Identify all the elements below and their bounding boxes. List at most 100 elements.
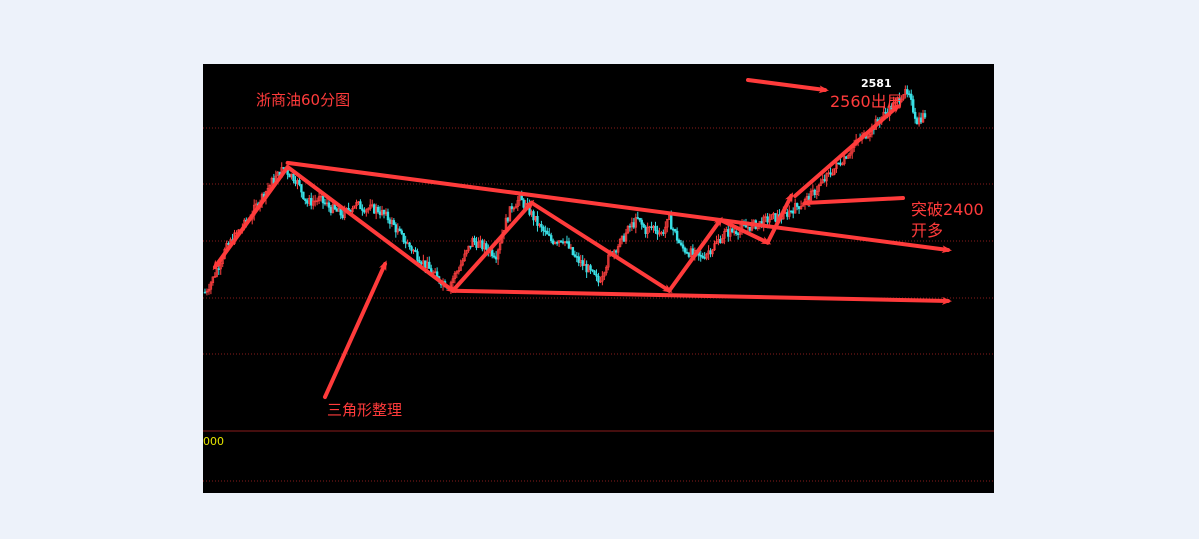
candle-body xyxy=(626,225,630,234)
candle-body xyxy=(791,210,795,214)
candle-body xyxy=(416,251,419,261)
candle-body xyxy=(829,172,832,175)
go-long-label: 开多 xyxy=(911,221,944,240)
candle-body xyxy=(675,230,679,241)
candle-body xyxy=(721,238,724,244)
annotation-arrows xyxy=(212,78,905,399)
candle-body xyxy=(300,184,303,193)
candle-body xyxy=(341,214,344,218)
candle-body xyxy=(797,206,801,210)
candle-body xyxy=(908,93,911,96)
candle-body xyxy=(306,200,309,204)
candle-body xyxy=(540,224,543,228)
candle-body xyxy=(575,256,579,258)
candle-body xyxy=(329,206,333,213)
candle-body xyxy=(465,250,468,255)
candle-body xyxy=(770,214,773,220)
candle-body xyxy=(664,226,667,234)
candle-body xyxy=(571,247,575,256)
breakout-label: 突破2400 xyxy=(911,200,984,219)
candle-body xyxy=(646,227,649,235)
candle-body xyxy=(786,212,789,217)
candle-body xyxy=(378,211,382,215)
candle-body xyxy=(402,233,405,243)
candle-body xyxy=(815,190,819,196)
candle-body xyxy=(555,242,559,244)
candle-body xyxy=(656,230,659,235)
candle-body xyxy=(532,211,535,221)
annotation-arrow xyxy=(285,165,457,294)
candle-body xyxy=(736,233,740,236)
candle-body xyxy=(217,268,220,270)
candle-body xyxy=(491,249,494,257)
candle-body xyxy=(459,264,462,271)
candle-body xyxy=(408,242,411,247)
candle-body xyxy=(868,134,872,137)
candle-body xyxy=(361,208,364,211)
sub-panel-label: 000 xyxy=(203,435,224,448)
candle-body xyxy=(845,156,848,159)
candle-body xyxy=(298,180,301,185)
candle-body xyxy=(823,179,826,182)
candle-body xyxy=(567,241,571,249)
candle-body xyxy=(311,200,315,206)
candle-body xyxy=(410,246,413,251)
candle-body xyxy=(923,113,927,118)
candle-body xyxy=(748,226,752,231)
candle-body xyxy=(616,246,620,253)
candle-body xyxy=(536,215,539,226)
candle-body xyxy=(288,174,291,178)
candle-body xyxy=(475,241,478,248)
chart-panel: 浙商油60分图 2581 2560出局 突破2400 开多 三角形整理 000 xyxy=(203,64,994,493)
candle-body xyxy=(392,220,396,225)
candle-body xyxy=(788,210,791,217)
trend-line xyxy=(450,288,952,305)
candle-body xyxy=(900,98,903,103)
candle-body xyxy=(601,275,604,282)
candle-body xyxy=(451,278,455,283)
candle-body xyxy=(498,242,502,251)
annotation-arrow xyxy=(746,78,829,94)
candle-body xyxy=(512,207,516,210)
candle-body xyxy=(315,200,319,202)
candle-body xyxy=(302,191,305,200)
candle-body xyxy=(359,201,362,210)
candle-body xyxy=(679,242,683,246)
candle-body xyxy=(644,226,647,235)
candle-body xyxy=(837,162,840,165)
candle-body xyxy=(382,209,386,215)
candle-body xyxy=(473,238,476,243)
candle-body xyxy=(585,264,588,273)
annotation-arrow xyxy=(801,196,905,207)
candle-body xyxy=(650,226,653,228)
candle-body xyxy=(469,245,472,248)
candle-body xyxy=(388,219,392,224)
candle-body xyxy=(839,162,842,165)
candle-body xyxy=(591,269,594,272)
candle-body xyxy=(691,248,695,255)
candle-body xyxy=(477,241,480,248)
candle-body xyxy=(213,276,217,278)
candle-body xyxy=(719,239,722,244)
triangle-pattern-label: 三角形整理 xyxy=(327,401,403,419)
candle-body xyxy=(734,231,738,235)
candle-body xyxy=(400,230,403,234)
candle-body xyxy=(671,228,675,231)
candle-body xyxy=(915,118,919,125)
candle-body xyxy=(831,173,834,176)
candle-body xyxy=(595,274,598,277)
candle-body xyxy=(404,241,407,244)
candle-body xyxy=(642,224,645,228)
candle-body xyxy=(654,225,657,231)
candle-body xyxy=(624,232,628,242)
candle-body xyxy=(573,254,577,257)
candle-body xyxy=(317,196,321,201)
candle-body xyxy=(546,230,549,235)
candle-body xyxy=(766,216,769,223)
annotation-arrow xyxy=(718,217,772,245)
candle-body xyxy=(723,231,726,239)
candle-body xyxy=(768,219,771,223)
candle-body xyxy=(906,89,909,95)
candle-body xyxy=(603,272,606,277)
candle-body xyxy=(599,280,602,283)
